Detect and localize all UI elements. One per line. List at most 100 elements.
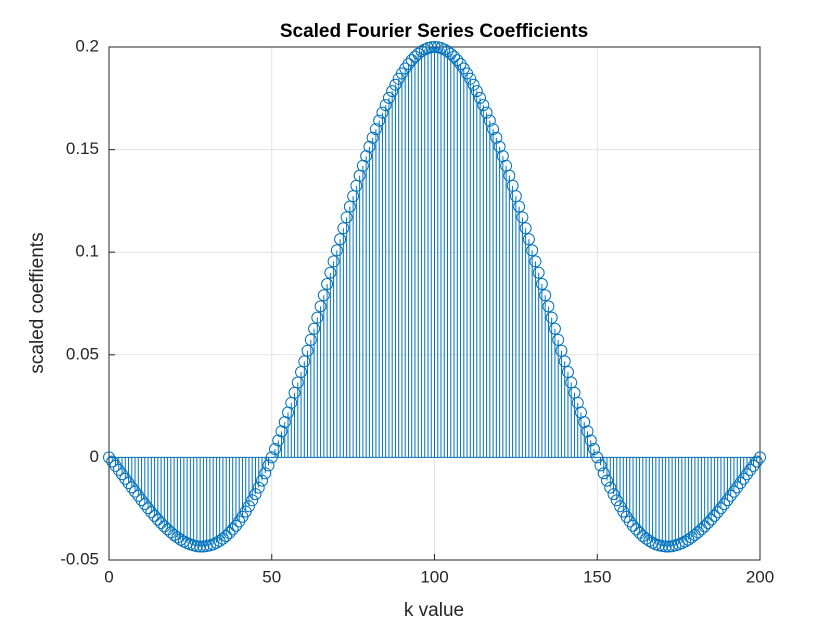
stem-marker [145,506,158,519]
stem-marker [679,535,692,548]
stem-marker [317,289,330,302]
stem-marker [451,54,464,67]
stem-marker [122,477,135,490]
x-axis-label: k value [404,600,464,621]
stem-marker [158,520,171,533]
stem-marker [623,515,636,528]
stem-marker [265,451,278,464]
stem-marker [487,123,500,136]
stem-marker [548,322,561,335]
stem-marker [171,531,184,544]
stem-marker [698,520,711,533]
stem-marker [740,468,753,481]
stem-marker [587,442,600,455]
stem-marker [581,425,594,438]
stem-marker [220,529,233,542]
stem-marker [727,485,740,498]
stem-marker [601,474,614,487]
stem-marker [711,506,724,519]
stem-marker [252,481,265,494]
stem-marker [532,266,545,279]
stem-marker [464,72,477,85]
stem-marker [747,459,760,472]
x-tick-label: 200 [746,567,774,586]
y-tick-label: 0.2 [75,36,99,55]
stem-marker [275,425,288,438]
stem-marker [311,311,324,324]
stem-marker [129,485,142,498]
stem-marker [246,494,259,507]
stem-marker [640,532,653,545]
stem-marker [168,528,181,541]
stem-marker [529,255,542,268]
stem-marker [321,278,334,291]
y-tick-label: 0.05 [66,344,99,363]
stem-marker [135,494,148,507]
chart-title: Scaled Fourier Series Coefficients [280,21,588,42]
stem-marker [330,244,343,257]
stem-marker [744,463,757,476]
stem-marker [194,540,207,553]
stem-marker [539,289,552,302]
stem-marker [106,455,119,468]
stem-marker [304,333,317,346]
x-tick-label: 0 [104,567,113,586]
x-tick-label: 150 [583,567,611,586]
stem-marker [607,488,620,501]
stem-marker [155,517,168,530]
stem-marker [132,489,145,502]
stem-marker [643,534,656,547]
stem-marker [142,502,155,515]
stem-marker [584,434,597,447]
stem-marker [109,459,122,472]
y-axis-label: scaled coeffients [27,232,48,373]
stem-marker [610,494,623,507]
stem-marker [731,481,744,494]
stem-marker [594,459,607,472]
stem-marker [513,200,526,213]
stem-marker [308,322,321,335]
stem-marker [226,523,239,536]
stem-marker [386,85,399,98]
y-tick-label: 0 [90,447,99,466]
stem-marker [190,540,203,553]
stem-marker [721,494,734,507]
stem-marker [591,451,604,464]
stem-marker [174,533,187,546]
stem-marker [301,344,314,357]
stem-marker [558,355,571,368]
stem-marker [695,523,708,536]
stem-marker [103,451,115,464]
stem-marker [314,300,327,313]
y-tick-label: 0.15 [66,139,99,158]
stem-marker [474,91,487,104]
stem-marker [526,244,539,257]
stem-marker [405,54,418,67]
stem-marker [125,481,138,494]
stem-marker [151,513,164,526]
stem-marker [373,114,386,127]
stem-marker [578,416,591,429]
stem-marker [718,498,731,511]
stem-marker [369,123,382,136]
stem-marker [425,41,438,54]
stem-marker [656,540,669,553]
stem-marker [337,222,350,235]
stem-marker [519,222,532,235]
stem-marker [552,333,565,346]
stem-marker [483,114,496,127]
stem-marker [701,517,714,530]
stem-marker [242,500,255,513]
stem-marker [438,43,451,56]
stem-marker [223,526,236,539]
y-tick-label: -0.05 [60,549,99,568]
stem-marker [379,99,392,112]
stem-marker [119,472,132,485]
stem-marker [298,355,311,368]
stem-marker [545,311,558,324]
stem-marker [708,509,721,522]
stem-marker [682,533,695,546]
stem-marker [340,211,353,224]
